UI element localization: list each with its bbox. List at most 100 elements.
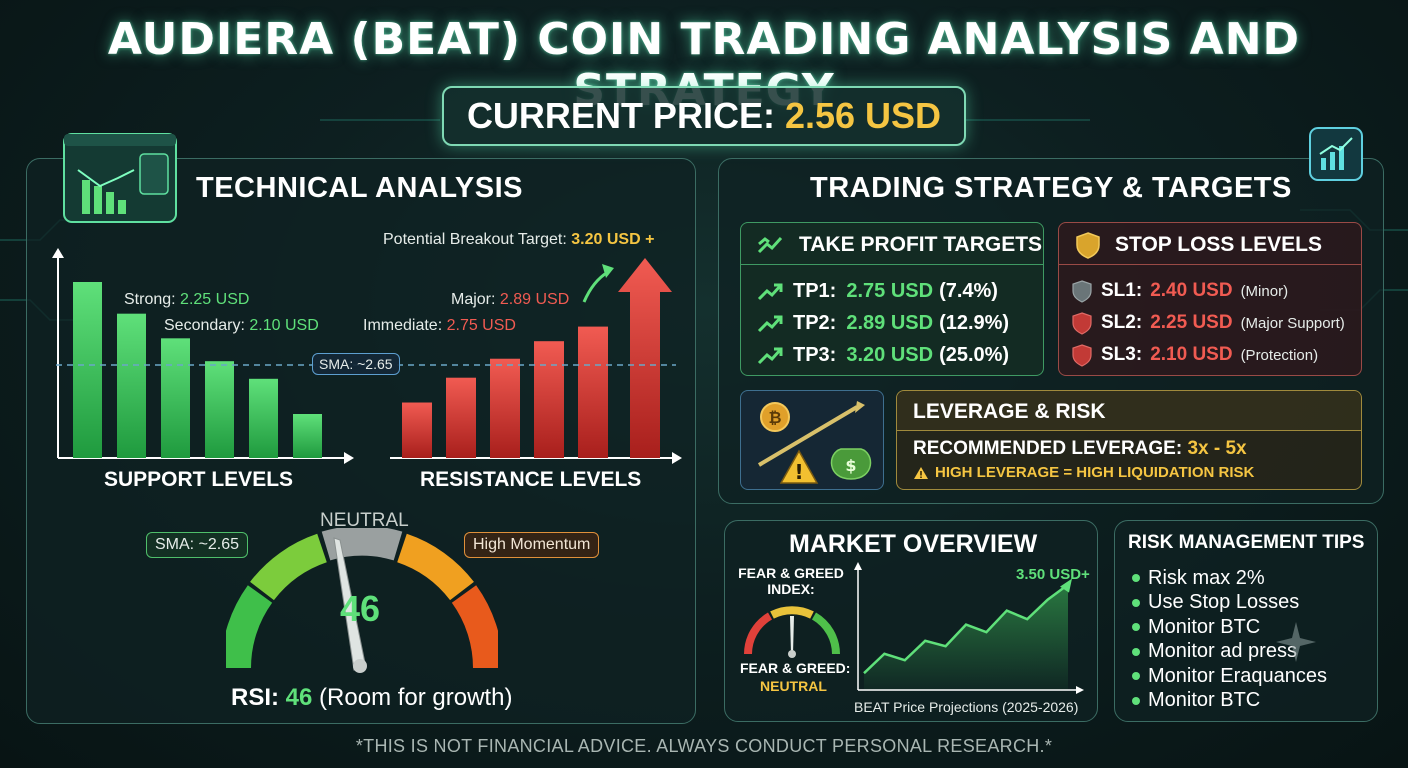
trend-up-icon	[757, 315, 783, 333]
sl-label: SL3:	[1101, 344, 1143, 365]
leverage-warning-text: HIGH LEVERAGE = HIGH LIQUIDATION RISK	[935, 464, 1255, 481]
tp-row: TP2: 2.89 USD (12.9%)	[757, 307, 1009, 339]
bullet-icon	[1132, 647, 1140, 656]
projection-end-label: 3.50 USD+	[1016, 566, 1090, 583]
tp-label: TP3:	[793, 343, 837, 366]
resistance-levels-chart	[390, 258, 682, 464]
sma-line-label: SMA: ~2.65	[312, 353, 400, 375]
shield-icon	[1076, 232, 1100, 259]
risk-tips-list: Risk max 2% Use Stop Losses Monitor BTC …	[1132, 566, 1327, 713]
list-item: Monitor ad press	[1132, 640, 1327, 665]
tp-value: 2.75 USD	[846, 279, 934, 302]
sl-value: 2.10 USD	[1150, 344, 1233, 365]
leverage-risk-box: LEVERAGE & RISK RECOMMENDED LEVERAGE: 3x…	[896, 390, 1362, 490]
rsi-value: 46	[285, 684, 313, 711]
x-axis-arrow	[344, 452, 354, 464]
sl-note: (Minor)	[1240, 282, 1289, 300]
tip-text: Risk max 2%	[1148, 566, 1265, 589]
shield-icon	[1072, 312, 1092, 335]
gauge-neutral-label: NEUTRAL	[320, 510, 409, 531]
tp-percent: (25.0%)	[939, 343, 1010, 366]
warning-icon	[914, 466, 928, 479]
tip-text: Monitor ad press	[1148, 640, 1297, 663]
current-price-box: CURRENT PRICE: 2.56 USD	[442, 86, 966, 146]
strong-support-label: Strong: 2.25 USD	[124, 291, 249, 309]
trend-up-icon	[757, 347, 783, 365]
breakout-value: 3.20 USD +	[571, 231, 655, 248]
support-bar	[161, 338, 190, 458]
immediate-resistance-label: Immediate: 2.75 USD	[363, 317, 516, 335]
immediate-value: 2.75 USD	[446, 317, 516, 334]
current-price-label: CURRENT PRICE:	[466, 95, 775, 136]
gauge-sma-pill: SMA: ~2.65	[146, 532, 249, 558]
rsi-readout: RSI: 46 (Room for growth)	[231, 684, 512, 712]
tp-percent: (7.4%)	[939, 279, 998, 302]
leverage-warning: HIGH LEVERAGE = HIGH LIQUIDATION RISK	[913, 464, 1254, 481]
shield-icon	[1072, 344, 1092, 367]
projection-arrow-head	[1060, 578, 1072, 593]
disclaimer: *THIS IS NOT FINANCIAL ADVICE. ALWAYS CO…	[355, 736, 1053, 756]
bullet-icon	[1132, 574, 1140, 583]
take-profit-list: TP1: 2.75 USD (7.4%) TP2: 2.89 USD (12.9…	[757, 275, 1009, 371]
tp-label: TP1:	[793, 279, 837, 302]
bullet-icon	[1132, 696, 1140, 705]
shield-icon	[1072, 280, 1092, 303]
bullet-icon	[1132, 672, 1140, 681]
tp-percent: (12.9%)	[939, 311, 1010, 334]
rsi-gauge	[226, 528, 498, 673]
breakout-label: Potential Breakout Target:	[383, 231, 567, 248]
list-item: Monitor BTC	[1132, 615, 1327, 640]
leverage-icon-box: ₿ ! $	[740, 390, 884, 490]
current-price-value: 2.56 USD	[784, 95, 942, 136]
support-bar	[205, 361, 234, 458]
rsi-note: (Room for growth)	[319, 684, 513, 711]
projection-area	[864, 584, 1068, 690]
sl-row: SL2: 2.25 USD (Major Support)	[1071, 307, 1345, 339]
sl-value: 2.40 USD	[1150, 280, 1233, 301]
list-item: Monitor Eraquances	[1132, 664, 1327, 689]
price-projection-chart	[854, 562, 1084, 694]
leverage-scale-icon: ₿ ! $	[757, 401, 872, 484]
risk-tips-heading: RISK MANAGEMENT TIPS	[1128, 532, 1365, 553]
y-axis-arrow	[52, 248, 64, 258]
take-profit-heading: TAKE PROFIT TARGETS	[799, 233, 1043, 256]
sl-note: (Major Support)	[1240, 314, 1345, 332]
secondary-support-label: Secondary: 2.10 USD	[164, 317, 319, 335]
sl-row: SL3: 2.10 USD (Protection)	[1071, 339, 1345, 371]
tp-value: 2.89 USD	[846, 311, 934, 334]
resistance-bar	[490, 358, 520, 458]
secondary-value: 2.10 USD	[249, 317, 319, 334]
stop-loss-list: SL1: 2.40 USD (Minor) SL2: 2.25 USD (Maj…	[1071, 275, 1345, 371]
immediate-label: Immediate:	[363, 317, 443, 334]
strong-value: 2.25 USD	[180, 291, 250, 308]
support-bar	[73, 282, 102, 458]
support-levels-title: SUPPORT LEVELS	[104, 468, 294, 491]
resistance-arrow-bar	[618, 258, 672, 458]
strong-label: Strong:	[124, 291, 176, 308]
list-item: Risk max 2%	[1132, 566, 1327, 591]
take-profit-box: TAKE PROFIT TARGETS TP1: 2.75 USD (7.4%)…	[740, 222, 1044, 376]
technical-analysis-heading: TECHNICAL ANALYSIS	[196, 172, 523, 204]
tip-text: Monitor Eraquances	[1148, 664, 1327, 687]
sl-row: SL1: 2.40 USD (Minor)	[1071, 275, 1345, 307]
list-item: Use Stop Losses	[1132, 591, 1327, 616]
list-item: Monitor BTC	[1132, 689, 1327, 714]
x-axis-arrow	[1076, 686, 1084, 694]
gauge-momentum-pill: High Momentum	[464, 532, 600, 558]
breakout-target: Potential Breakout Target: 3.20 USD +	[383, 231, 654, 249]
market-overview-heading: MARKET OVERVIEW	[789, 530, 1038, 558]
tip-text: Monitor BTC	[1148, 615, 1261, 638]
sparkle-icon	[1276, 622, 1316, 662]
bullet-icon	[1132, 623, 1140, 632]
support-bar	[293, 414, 322, 458]
svg-text:₿: ₿	[768, 408, 781, 427]
risk-tips-panel	[1114, 520, 1378, 722]
secondary-label: Secondary:	[164, 317, 245, 334]
y-axis-arrow	[854, 562, 862, 570]
sl-note: (Protection)	[1240, 346, 1319, 364]
fear-greed-gauge	[744, 606, 840, 658]
support-bar	[117, 313, 146, 458]
resistance-bar	[446, 377, 476, 458]
projection-line	[863, 583, 1069, 675]
fear-greed-index-label: FEAR & GREED INDEX:	[738, 565, 844, 597]
